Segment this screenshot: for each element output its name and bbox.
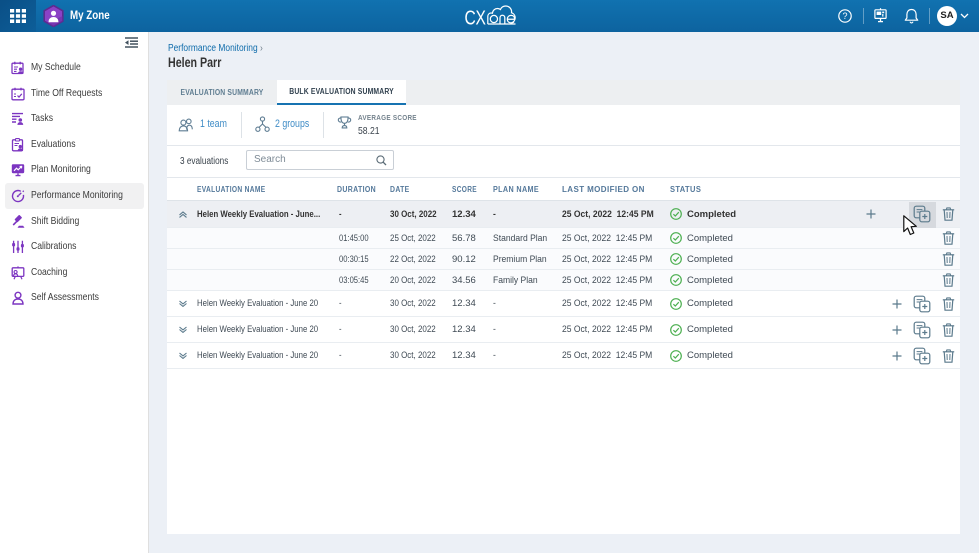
svg-text:CX: CX xyxy=(465,6,486,27)
svg-text:?: ? xyxy=(842,11,847,21)
